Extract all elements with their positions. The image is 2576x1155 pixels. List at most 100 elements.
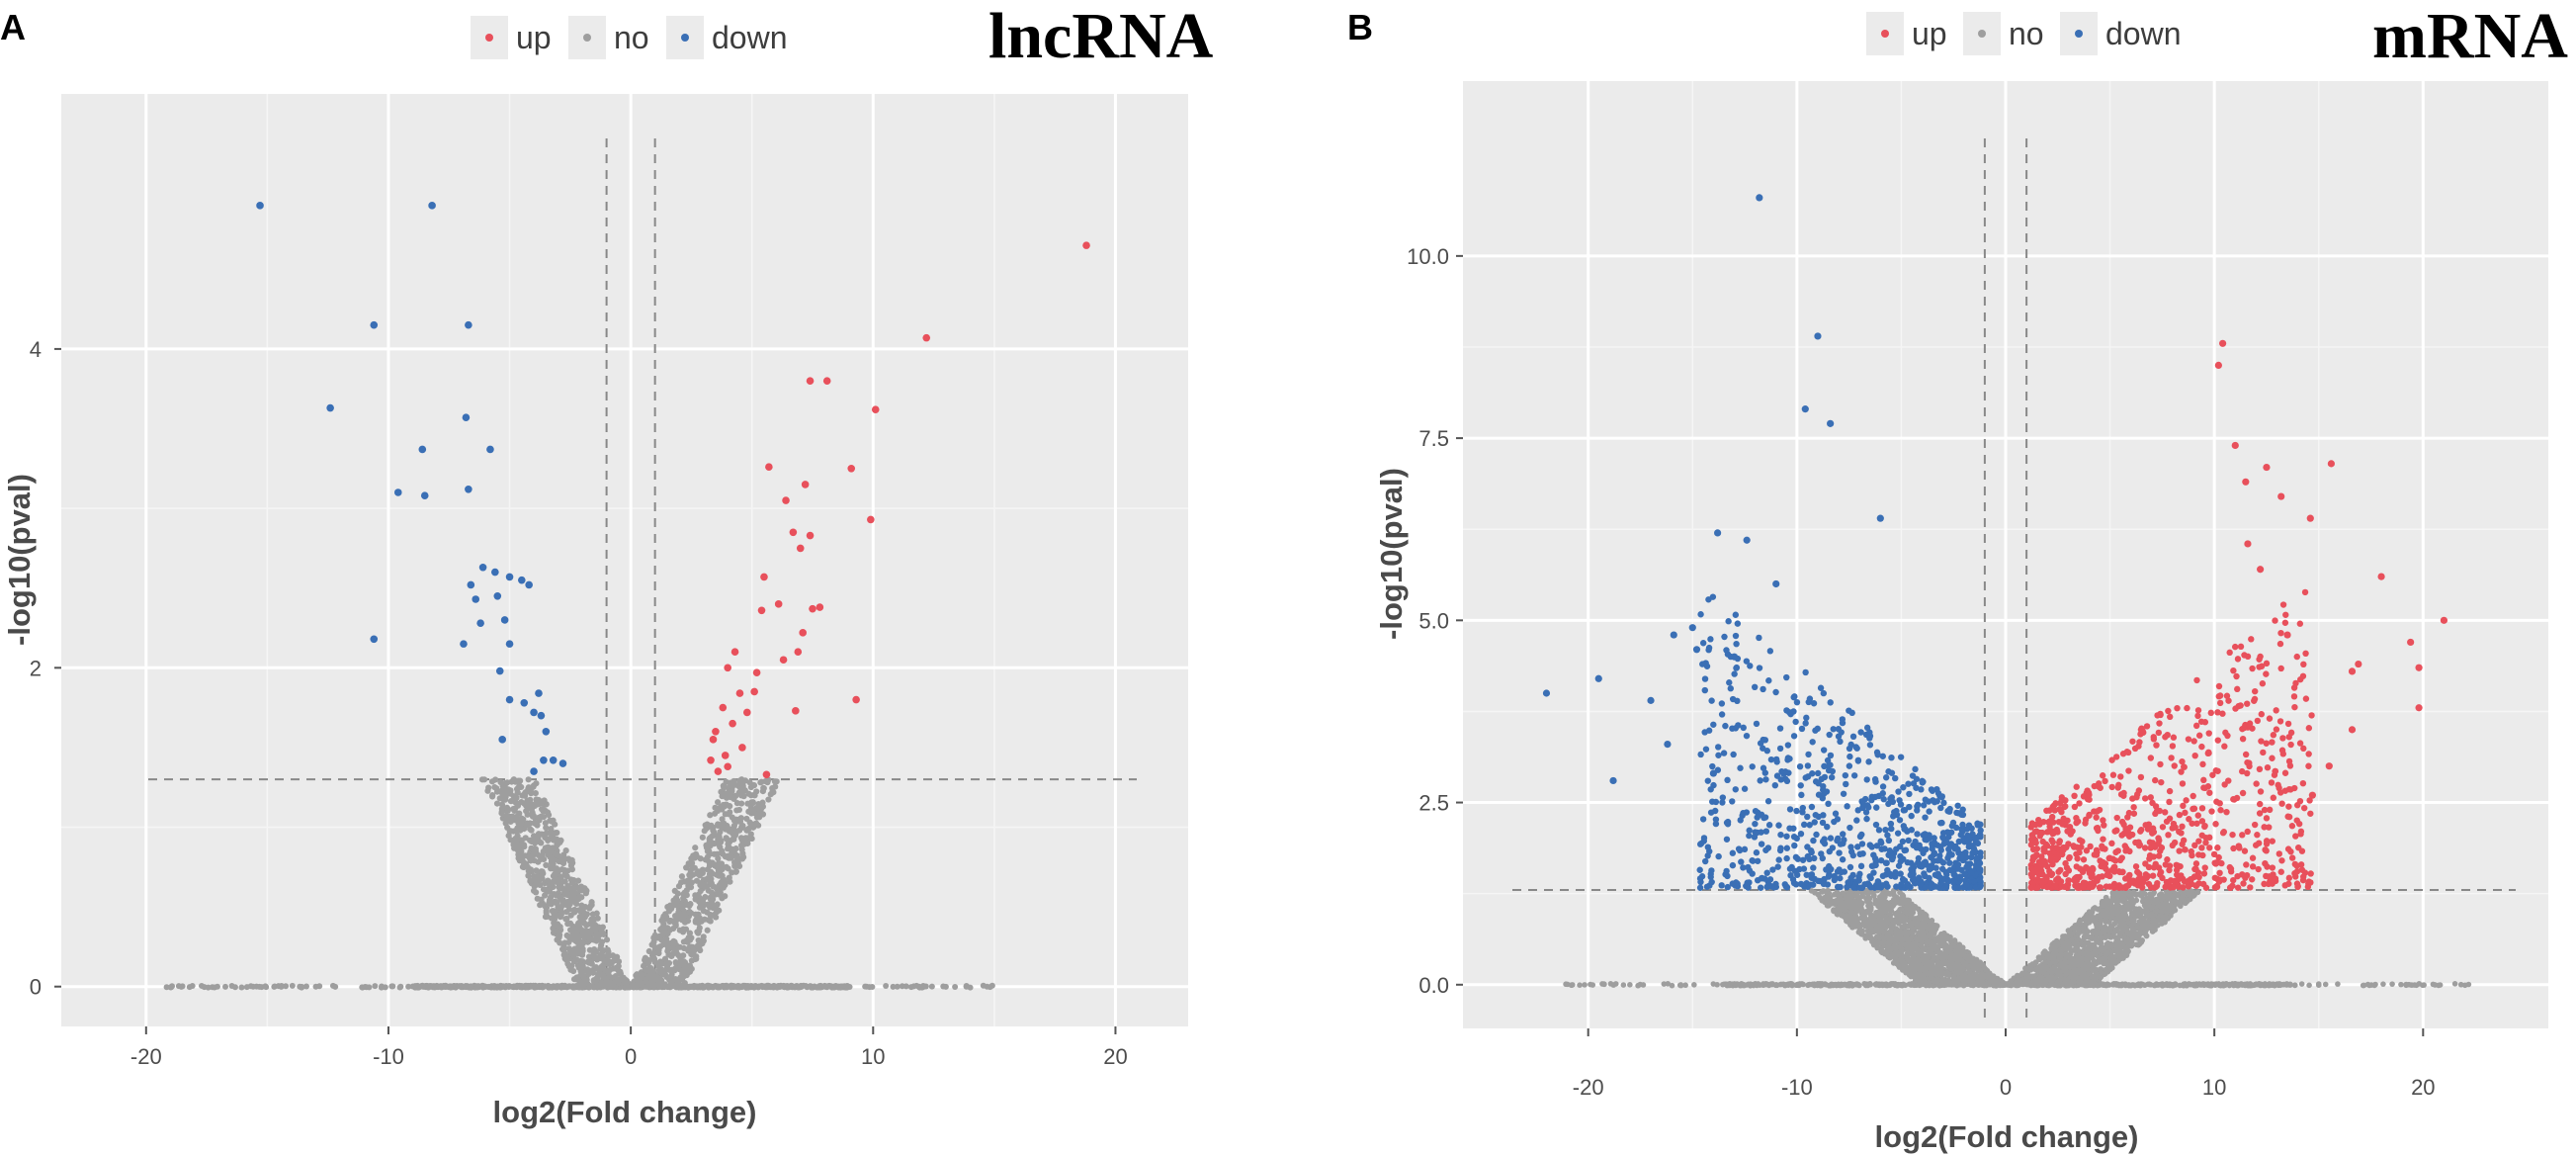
down-point xyxy=(525,580,533,589)
up-point xyxy=(750,687,758,696)
no-point xyxy=(593,910,600,917)
no-point xyxy=(535,858,542,865)
no-point xyxy=(726,874,732,881)
no-point xyxy=(538,868,545,875)
no-point xyxy=(1589,982,1596,988)
no-point xyxy=(1768,981,1774,987)
no-point xyxy=(716,984,723,991)
no-point xyxy=(674,897,681,904)
no-point xyxy=(633,983,640,990)
x-tick-label: 20 xyxy=(1103,1044,1127,1069)
no-point xyxy=(2360,982,2366,989)
no-point xyxy=(678,958,685,966)
no-point xyxy=(661,955,669,962)
no-point xyxy=(597,945,604,952)
no-point xyxy=(543,861,550,869)
down-point xyxy=(505,573,514,581)
no-point xyxy=(662,971,669,978)
no-point xyxy=(577,913,584,920)
no-point xyxy=(2421,982,2427,988)
no-point xyxy=(498,801,506,808)
no-point xyxy=(742,984,749,991)
y-tick-label: 4 xyxy=(30,337,42,362)
no-point xyxy=(515,827,522,835)
no-point xyxy=(682,969,689,977)
no-point xyxy=(1846,981,1852,988)
no-point xyxy=(659,917,666,924)
no-point xyxy=(697,984,704,991)
no-point xyxy=(616,968,623,975)
up-point xyxy=(765,463,773,472)
no-point xyxy=(743,815,750,823)
no-point xyxy=(1627,982,1633,988)
no-point xyxy=(705,887,712,894)
down-point xyxy=(393,489,402,496)
no-point xyxy=(1640,982,1647,988)
no-point xyxy=(586,934,593,942)
no-point xyxy=(672,965,680,972)
no-point xyxy=(688,859,696,866)
no-point xyxy=(648,941,655,948)
no-point xyxy=(488,793,496,800)
no-point xyxy=(542,844,549,851)
no-point xyxy=(525,853,533,860)
no-point xyxy=(730,846,736,853)
no-point xyxy=(1677,982,1684,988)
no-point xyxy=(2409,982,2416,988)
no-point xyxy=(682,926,690,933)
no-point xyxy=(719,895,726,902)
no-point xyxy=(599,953,606,961)
no-point xyxy=(563,956,570,964)
no-point xyxy=(774,984,781,991)
no-point xyxy=(672,921,679,928)
no-point xyxy=(514,802,522,809)
no-point xyxy=(557,914,564,921)
no-point xyxy=(698,879,705,886)
no-point xyxy=(603,936,611,943)
no-point xyxy=(1719,981,1726,988)
no-point xyxy=(739,781,746,788)
no-point xyxy=(738,800,745,807)
no-point xyxy=(2192,982,2199,989)
up-point xyxy=(724,664,731,672)
panel-b-letter: B xyxy=(1347,7,1373,47)
legend-down-label: down xyxy=(712,20,788,55)
no-point xyxy=(493,800,501,807)
no-point xyxy=(531,840,539,846)
no-point xyxy=(760,784,767,792)
no-point xyxy=(542,807,549,815)
no-point xyxy=(563,932,570,939)
up-point xyxy=(789,528,798,537)
no-point xyxy=(553,865,560,872)
no-point xyxy=(546,851,553,858)
no-point xyxy=(553,870,559,877)
no-point xyxy=(562,916,569,923)
no-point xyxy=(576,908,583,915)
up-point xyxy=(709,736,718,744)
no-point xyxy=(2159,981,2166,987)
no-point xyxy=(2371,982,2377,989)
no-point xyxy=(503,804,511,811)
no-point xyxy=(540,813,548,821)
no-point xyxy=(827,983,834,990)
no-point xyxy=(492,776,499,783)
no-point xyxy=(685,947,692,954)
no-point xyxy=(1783,982,1789,988)
no-point xyxy=(2436,982,2442,989)
panel-a-legend: up no down xyxy=(471,16,788,59)
no-point xyxy=(797,983,804,990)
no-point xyxy=(405,983,412,990)
no-point xyxy=(708,822,715,829)
no-point xyxy=(729,830,735,837)
no-point xyxy=(2167,981,2174,988)
no-point xyxy=(715,799,722,806)
no-point xyxy=(557,939,563,946)
no-point xyxy=(2335,981,2341,987)
down-point xyxy=(500,616,509,624)
no-point xyxy=(642,956,648,963)
no-point xyxy=(695,920,702,927)
no-point xyxy=(561,878,568,885)
panel-a-threshold-lines xyxy=(148,138,1137,989)
no-point xyxy=(1877,982,1883,988)
